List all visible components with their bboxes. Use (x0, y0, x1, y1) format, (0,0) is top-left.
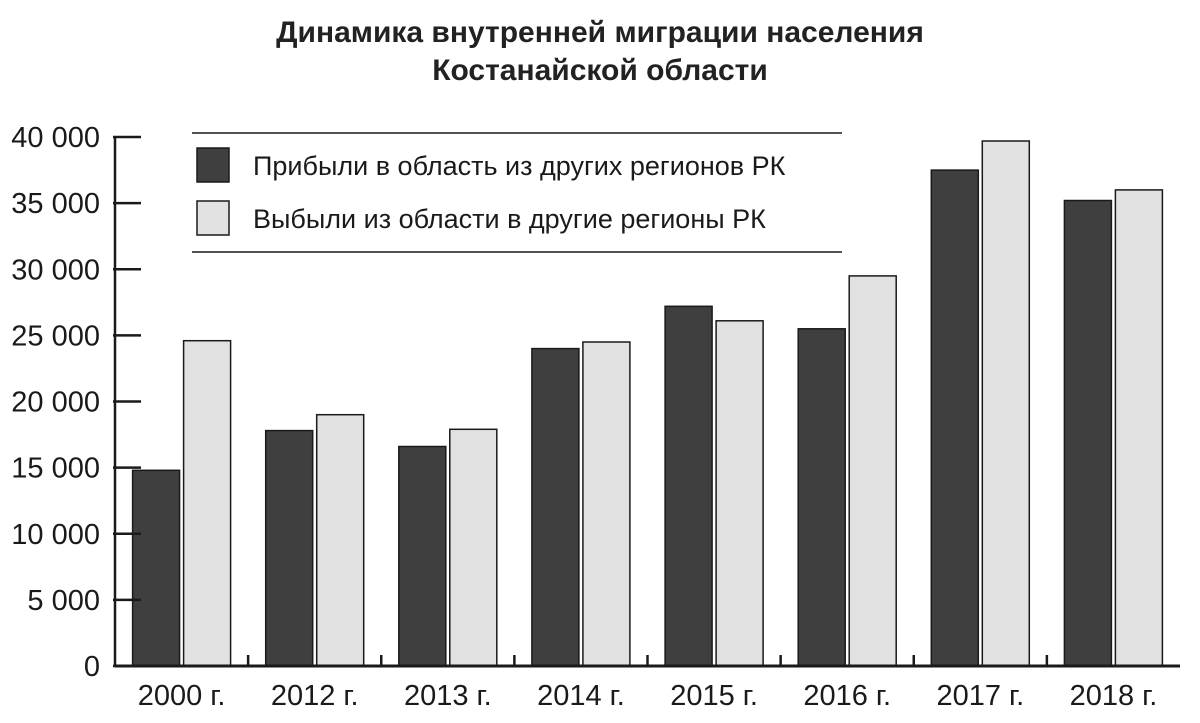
y-tick-label: 20 000 (11, 387, 100, 419)
y-tick-label: 15 000 (11, 453, 100, 485)
x-tick-label: 2013 г. (404, 680, 492, 712)
bar-arrived-0 (131, 469, 181, 667)
x-tick-label: 2000 г. (138, 680, 226, 712)
bar-departed-7 (1114, 189, 1164, 667)
bar-arrived-2 (398, 445, 447, 667)
chart-title-line-2: Костанайской области (432, 54, 768, 87)
bar-departed-1 (315, 413, 365, 667)
y-axis-ticks: 0 5 000 10 000 15 000 20 000 25 000 30 000 35 0… (11, 122, 141, 683)
y-tick-label: 35 000 (11, 188, 100, 220)
bar-arrived-1 (264, 429, 314, 667)
y-tick-label: 5 000 (27, 585, 100, 617)
x-tick-label: 2018 г. (1070, 680, 1158, 712)
bar-departed-0 (182, 339, 232, 667)
legend-label-departed: Выбыли из области в другие регионы РК (253, 204, 766, 234)
y-tick-label: 10 000 (11, 519, 100, 551)
bar-arrived-4 (664, 305, 713, 667)
bar-departed-5 (848, 275, 897, 667)
y-tick-label: 0 (84, 651, 100, 683)
y-tick-label: 25 000 (11, 320, 100, 352)
bar-arrived-5 (797, 328, 846, 667)
bar-departed-3 (582, 341, 631, 667)
legend-swatch-arrived (196, 147, 230, 183)
bar-departed-2 (449, 428, 498, 667)
bars-layer (131, 140, 1164, 667)
legend-label-arrived: Прибыли в область из других регионов РК (253, 151, 786, 181)
y-tick-label: 30 000 (11, 254, 100, 286)
x-tick-label: 2015 г. (670, 680, 758, 712)
x-tick-label: 2014 г. (537, 680, 625, 712)
bar-departed-6 (981, 140, 1031, 667)
legend: Прибыли в область из других регионов РК … (192, 132, 842, 253)
y-tick-label: 40 000 (11, 122, 100, 154)
bar-arrived-6 (930, 169, 980, 667)
chart-title-line-1: Динамика внутренней миграции населения (276, 16, 924, 49)
bar-arrived-7 (1063, 199, 1113, 667)
x-tick-label: 2016 г. (803, 680, 891, 712)
x-tick-label: 2017 г. (936, 680, 1024, 712)
legend-swatch-departed (196, 200, 230, 236)
bar-arrived-3 (531, 347, 580, 667)
x-tick-label: 2012 г. (271, 680, 359, 712)
bar-departed-4 (715, 320, 764, 667)
x-axis-ticks: 2000 г. 2012 г. 2013 г. 2014 г. 2015 г. 2016 … (138, 655, 1158, 712)
